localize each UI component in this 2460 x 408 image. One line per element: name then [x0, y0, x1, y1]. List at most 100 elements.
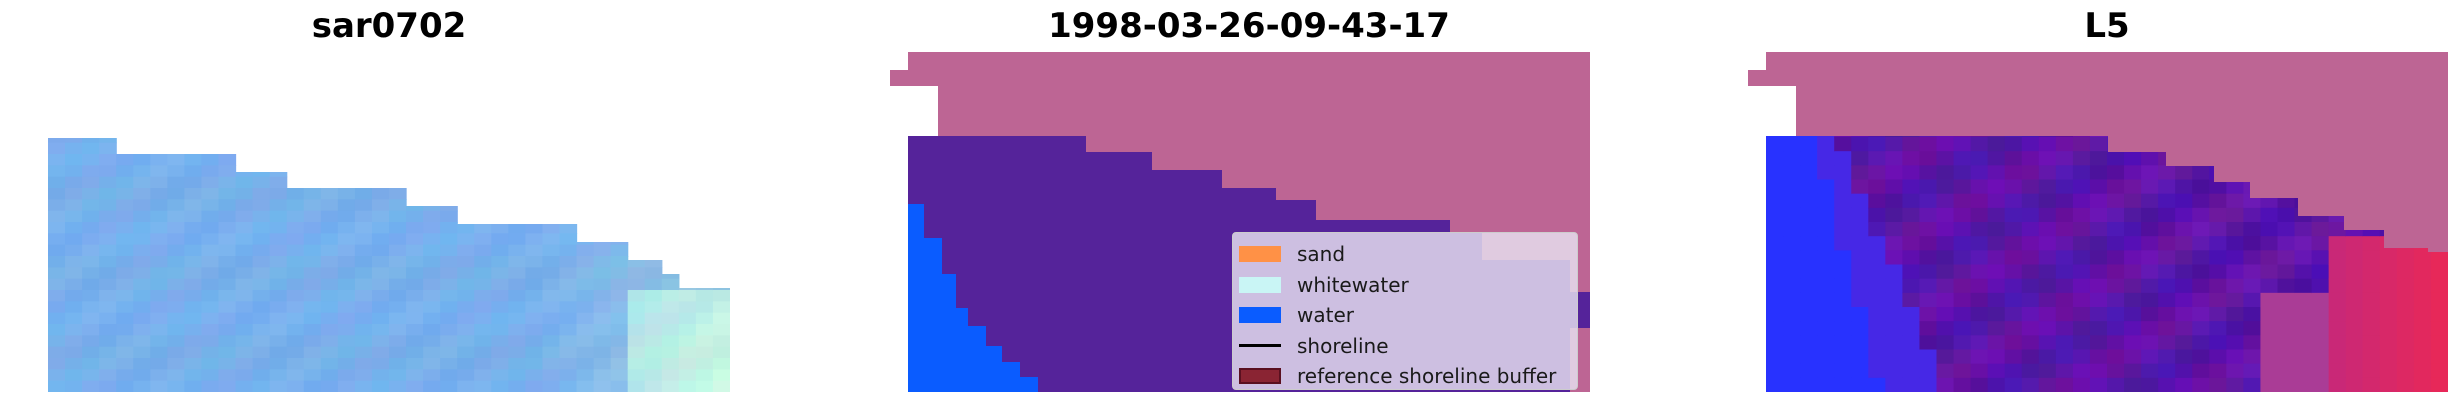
pixel-cell — [2158, 363, 2176, 379]
pixel-cell — [2209, 264, 2227, 280]
pixel-cell — [1783, 321, 1801, 336]
pixel-cell — [610, 324, 629, 336]
pixel-cell — [184, 233, 203, 246]
pixel-cell — [2055, 137, 2074, 152]
pixel-cell — [2055, 136, 2074, 138]
pixel-cell — [2362, 377, 2381, 392]
pixel-cell — [1936, 236, 1955, 251]
pixel-cell — [303, 290, 322, 302]
pixel-cell — [48, 176, 66, 189]
pixel-cell — [167, 301, 185, 314]
pixel-cell — [406, 233, 424, 246]
pixel-cell — [542, 224, 561, 234]
pixel-cell — [1953, 136, 1972, 138]
pixel-cell — [2089, 363, 2108, 379]
pixel-cell — [2124, 292, 2142, 308]
pixel-cell — [491, 324, 509, 336]
pixel-cell — [2430, 292, 2448, 308]
pixel-cell — [286, 335, 305, 348]
pixel-cell — [491, 380, 509, 392]
pixel-cell — [2055, 236, 2074, 251]
pixel-cell — [303, 380, 322, 392]
pixel-cell — [1953, 349, 1972, 365]
pixel-cell — [695, 301, 714, 314]
pixel-cell — [2294, 236, 2313, 251]
pixel-cell — [1868, 207, 1886, 223]
pixel-cell — [593, 346, 612, 359]
pixel-cell — [150, 154, 168, 166]
pixel-cell — [2192, 321, 2210, 336]
pixel-cell — [167, 199, 185, 212]
pixel-cell — [695, 312, 714, 325]
pixel-cell — [1936, 292, 1955, 308]
pixel-cell — [389, 199, 407, 212]
pixel-cell — [2124, 307, 2142, 322]
pixel-cell — [2107, 264, 2125, 280]
pixel-cell — [371, 233, 390, 246]
pixel-cell — [65, 312, 83, 325]
pixel-cell — [1987, 321, 2006, 336]
pixel-cell — [2124, 193, 2142, 209]
pixel-cell — [406, 335, 424, 348]
pixel-cell — [593, 358, 612, 370]
pixel-cell — [1936, 222, 1955, 237]
pixel-cell — [576, 312, 595, 325]
pixel-cell — [1868, 307, 1886, 322]
pixel-cell — [1800, 363, 1818, 379]
pixel-cell — [2124, 264, 2142, 280]
pixel-cell — [116, 233, 134, 246]
pixel-cell — [82, 267, 100, 280]
pixel-cell — [269, 312, 288, 325]
pixel-cell — [2089, 335, 2108, 351]
pixel-cell — [184, 176, 203, 189]
pixel-cell — [661, 274, 680, 280]
pixel-cell — [65, 176, 83, 189]
pixel-cell — [82, 165, 100, 178]
pixel-cell — [2362, 321, 2381, 336]
satellite-image-pixels — [48, 138, 730, 392]
water-region — [908, 204, 1038, 392]
pixel-cell — [201, 233, 220, 246]
pixel-cell — [218, 154, 237, 166]
pixel-cell — [423, 256, 441, 268]
pixel-cell — [2004, 207, 2023, 223]
pixel-cell — [133, 154, 151, 166]
pixel-cell — [99, 312, 117, 325]
pixel-cell — [2158, 179, 2176, 195]
pixel-cell — [65, 210, 83, 223]
pixel-cell — [371, 380, 390, 392]
pixel-cell — [508, 358, 526, 370]
pixel-cell — [252, 358, 271, 370]
pixel-cell — [1953, 335, 1972, 351]
pixel-cell — [218, 210, 237, 223]
pixel-cell — [303, 244, 322, 257]
pixel-cell — [1851, 137, 1869, 152]
pixel-cell — [2243, 349, 2262, 365]
pixel-cell — [508, 278, 526, 291]
pixel-cell — [2243, 236, 2262, 251]
pixel-cell — [1766, 307, 1784, 322]
pixel-cell — [2277, 264, 2296, 280]
pixel-cell — [1868, 377, 1886, 392]
pixel-cell — [65, 222, 83, 234]
pixel-cell — [1953, 292, 1972, 308]
pixel-cell — [406, 244, 424, 257]
pixel-cell — [218, 256, 237, 268]
pixel-cell — [1953, 179, 1972, 195]
pixel-cell — [167, 346, 185, 359]
pixel-cell — [389, 244, 407, 257]
pixel-cell — [252, 346, 271, 359]
pixel-cell — [1868, 222, 1886, 237]
pixel-cell — [2226, 278, 2244, 294]
pixel-cell — [2192, 222, 2210, 237]
pixel-cell — [440, 335, 458, 348]
pixel-cell — [2277, 349, 2296, 365]
pixel-cell — [2226, 363, 2244, 379]
pixel-cell — [48, 335, 66, 348]
legend-label-shoreline: shoreline — [1297, 333, 1389, 358]
pixel-cell — [678, 288, 697, 291]
pixel-cell — [2379, 250, 2398, 266]
pixel-cell — [2072, 136, 2091, 138]
pixel-cell — [116, 312, 134, 325]
pixel-cell — [82, 176, 100, 189]
